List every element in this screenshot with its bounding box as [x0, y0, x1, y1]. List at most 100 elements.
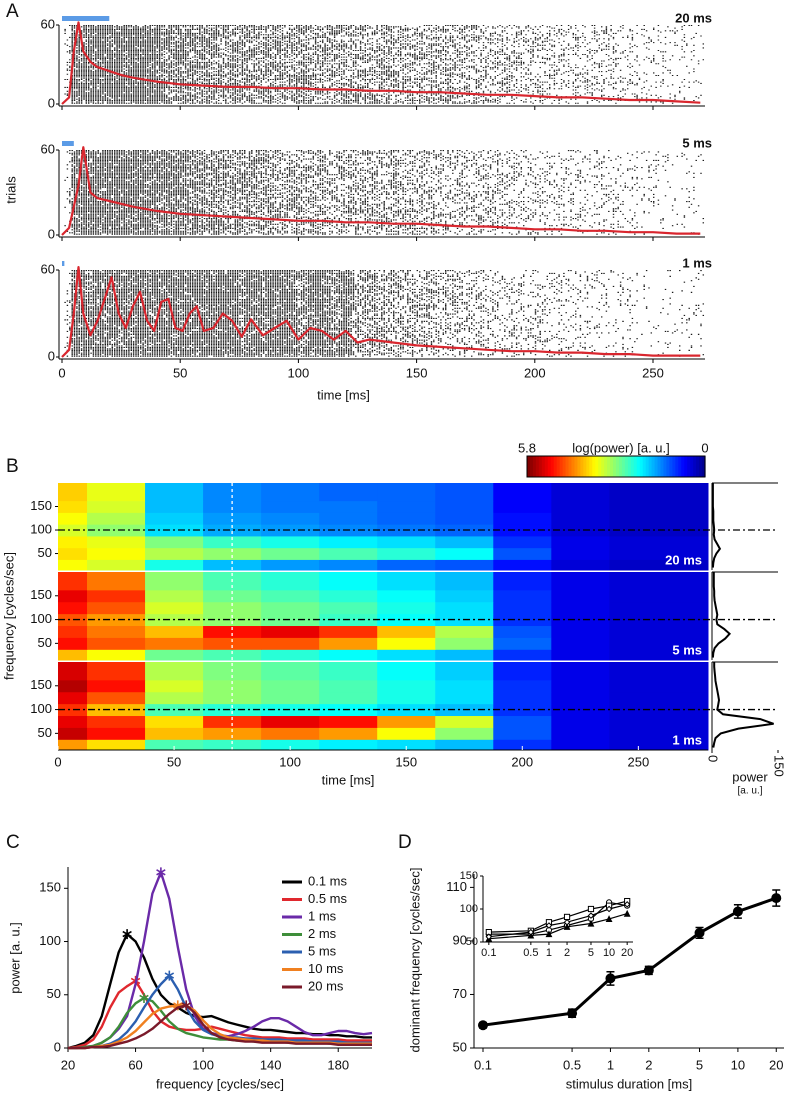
heat-cell [261, 572, 320, 591]
colorbar-swatch [610, 456, 614, 477]
heat-cell [609, 679, 709, 693]
heat-cell [87, 524, 146, 537]
heat-cell [609, 572, 709, 591]
colorbar-swatch [559, 456, 564, 477]
heat-cell [551, 500, 610, 513]
inset-x-tick-label: 1 [546, 947, 552, 959]
heat-cell [203, 739, 262, 751]
x-tick-label: 200 [511, 754, 533, 769]
heat-cell [319, 601, 378, 615]
colorbar-swatch [648, 456, 653, 477]
x-tick-label: 200 [524, 365, 546, 380]
heat-cell [493, 500, 552, 513]
raster-dots [64, 270, 705, 357]
colorbar-swatch [675, 456, 679, 477]
colorbar-swatch [541, 456, 546, 477]
heat-cell [319, 547, 378, 560]
heat-cell [435, 679, 494, 693]
y-tick-label: 50 [38, 635, 52, 650]
heat-cell [377, 679, 436, 693]
heat-cell [87, 601, 146, 615]
heat-cell [435, 691, 494, 705]
heat-cell [609, 691, 709, 705]
heat-cell [145, 679, 204, 693]
heat-cell [609, 512, 709, 525]
heat-cell [261, 637, 320, 650]
heat-cell [493, 547, 552, 560]
inset-marker [485, 933, 493, 941]
heat-cell [493, 625, 552, 638]
inset-marker [605, 905, 613, 913]
x-axis-label: stimulus duration [ms] [566, 1076, 692, 1091]
panel-label: B [6, 456, 19, 477]
heat-cell [609, 649, 709, 661]
heat-cell [261, 715, 320, 728]
y-tick-label: 150 [39, 880, 61, 895]
heat-cell [493, 613, 552, 627]
x-tick-label: 50 [173, 365, 187, 380]
heat-cell [58, 601, 88, 615]
colorbar-swatch [538, 456, 543, 477]
inset-y-tick-label: 100 [460, 903, 478, 915]
heat-cell [435, 572, 494, 591]
heat-cell [87, 613, 146, 627]
heat-cell [261, 512, 320, 525]
heat-cell [145, 483, 204, 502]
panel-title: 5 ms [672, 642, 702, 657]
y-tick-label: 70 [453, 986, 467, 1001]
legend-label: 0.1 ms [308, 873, 348, 888]
heat-cell [609, 559, 709, 571]
heat-cell [145, 500, 204, 513]
heat-cell [87, 547, 146, 560]
heat-cell [319, 589, 378, 603]
inset-marker [527, 928, 535, 936]
heat-cell [377, 691, 436, 705]
heat-cell [261, 625, 320, 638]
stimulus-bar [62, 261, 65, 266]
heat-cell [145, 535, 204, 549]
heat-cell [319, 727, 378, 740]
heat-cell [58, 547, 88, 560]
inset-marker [587, 912, 595, 919]
heat-cell [87, 589, 146, 603]
raster-dots [64, 150, 705, 235]
colorbar-swatch [627, 456, 632, 477]
heat-cell [319, 483, 378, 502]
inset-marker [563, 923, 571, 930]
colorbar-tick-label: 5.8 [518, 440, 536, 455]
heat-cell [493, 679, 552, 693]
heat-cell [261, 679, 320, 693]
colorbar-swatch [607, 456, 611, 477]
x-tick-label: 0.1 [474, 1057, 492, 1072]
heat-cell [87, 483, 146, 502]
peak-marker [139, 992, 149, 1003]
x-tick-label: 250 [642, 365, 664, 380]
y-tick-label: 50 [453, 1039, 467, 1054]
inset: 50 100 150 0.1 0.5 1 2 5 10 20 [460, 870, 634, 959]
heat-cell [377, 739, 436, 751]
heat-cell [58, 679, 88, 693]
y-tick-label: 50 [38, 545, 52, 560]
heat-cell [493, 703, 552, 717]
y-tick-label: 150 [30, 677, 52, 692]
colorbar-swatch [589, 456, 593, 477]
colorbar-swatch [621, 456, 626, 477]
heat-cell [261, 739, 320, 751]
colorbar-swatch [592, 456, 596, 477]
y-tick-label: 0 [48, 95, 55, 110]
heat-cell [377, 483, 436, 502]
heat-cell [551, 613, 610, 627]
heat-cell [58, 715, 88, 728]
heat-cell [58, 691, 88, 705]
heat-cell [58, 572, 88, 591]
heat-cell [58, 535, 88, 549]
heat-cell [435, 483, 494, 502]
heat-cell [203, 589, 262, 603]
colorbar-swatch [702, 456, 706, 477]
heat-cell [551, 637, 610, 650]
heat-cell [377, 662, 436, 681]
heat-cell [319, 691, 378, 705]
heat-cell [551, 524, 610, 537]
heat-cell [145, 662, 204, 681]
